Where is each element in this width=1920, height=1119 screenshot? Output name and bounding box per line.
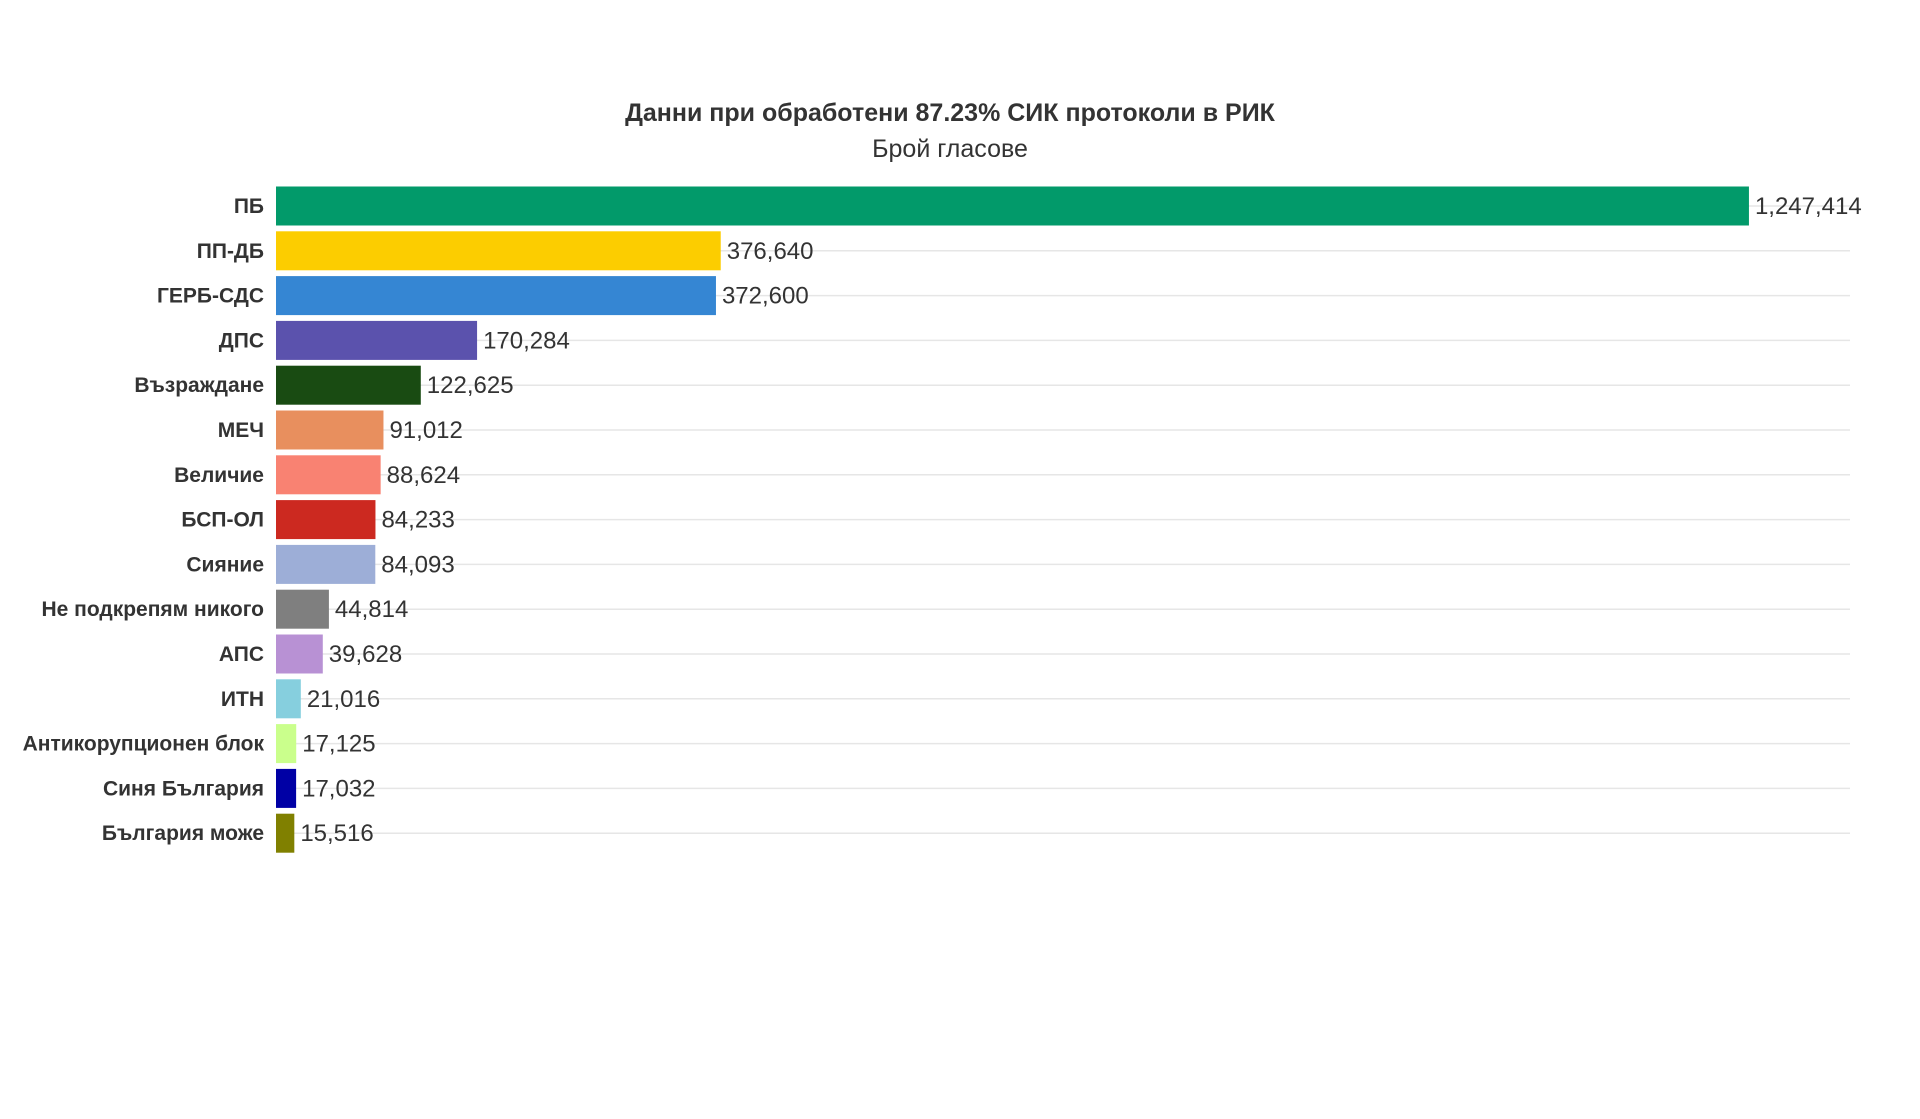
value-label: 1,247,414 — [1755, 193, 1862, 220]
value-label: 122,625 — [427, 372, 514, 399]
value-label: 91,012 — [389, 417, 462, 444]
bar — [276, 813, 295, 853]
value-label: 39,628 — [329, 641, 402, 668]
grid-lines — [276, 205, 1850, 834]
category-label: Синя България — [103, 777, 264, 800]
category-label: България може — [102, 822, 264, 845]
value-label: 17,125 — [302, 731, 375, 758]
value-label: 17,032 — [302, 775, 375, 802]
category-label: ПП-ДБ — [197, 240, 264, 263]
bar — [276, 544, 376, 584]
bar — [276, 276, 716, 316]
category-label: ПБ — [234, 195, 264, 218]
value-label: 44,814 — [335, 596, 408, 623]
category-label: Сияние — [186, 553, 264, 576]
category-label: Възраждане — [134, 374, 264, 397]
category-labels: ПБ ПП-ДБ ГЕРБ-СДС ДПС Възраждане МЕЧ Величие БС… — [23, 195, 265, 845]
bar — [276, 455, 381, 495]
chart-title: Данни при обработени 87.23% СИК протокол… — [625, 99, 1276, 127]
bar — [276, 589, 329, 629]
bar — [276, 634, 323, 674]
category-label: ИТН — [221, 688, 264, 711]
category-label: МЕЧ — [218, 419, 264, 442]
value-label: 15,516 — [300, 820, 373, 847]
bar — [276, 410, 384, 450]
bar — [276, 231, 721, 271]
category-label: АПС — [219, 643, 264, 666]
value-label: 88,624 — [387, 462, 460, 489]
category-label: Не подкрепям никого — [41, 598, 264, 621]
value-label: 170,284 — [483, 327, 570, 354]
chart-subtitle: Брой гласове — [872, 135, 1028, 163]
category-label: БСП-ОЛ — [181, 509, 264, 532]
value-label: 84,093 — [381, 551, 454, 578]
bar — [276, 768, 297, 808]
bar — [276, 724, 297, 764]
category-label: ДПС — [219, 329, 264, 352]
category-label: ГЕРБ-СДС — [157, 285, 264, 308]
category-label: Величие — [174, 464, 264, 487]
bar — [276, 500, 376, 540]
category-label: Антикорупционен блок — [23, 733, 265, 756]
value-label: 376,640 — [727, 238, 814, 265]
value-label: 84,233 — [381, 507, 454, 534]
bar — [276, 320, 478, 360]
bars — [276, 186, 1749, 853]
value-label: 372,600 — [722, 283, 809, 310]
value-label: 21,016 — [307, 686, 380, 713]
bar — [276, 679, 301, 719]
value-labels: 1,247,414 376,640 372,600 170,284 122,625 91,… — [300, 193, 1861, 847]
bar — [276, 365, 421, 405]
bar — [276, 186, 1749, 226]
